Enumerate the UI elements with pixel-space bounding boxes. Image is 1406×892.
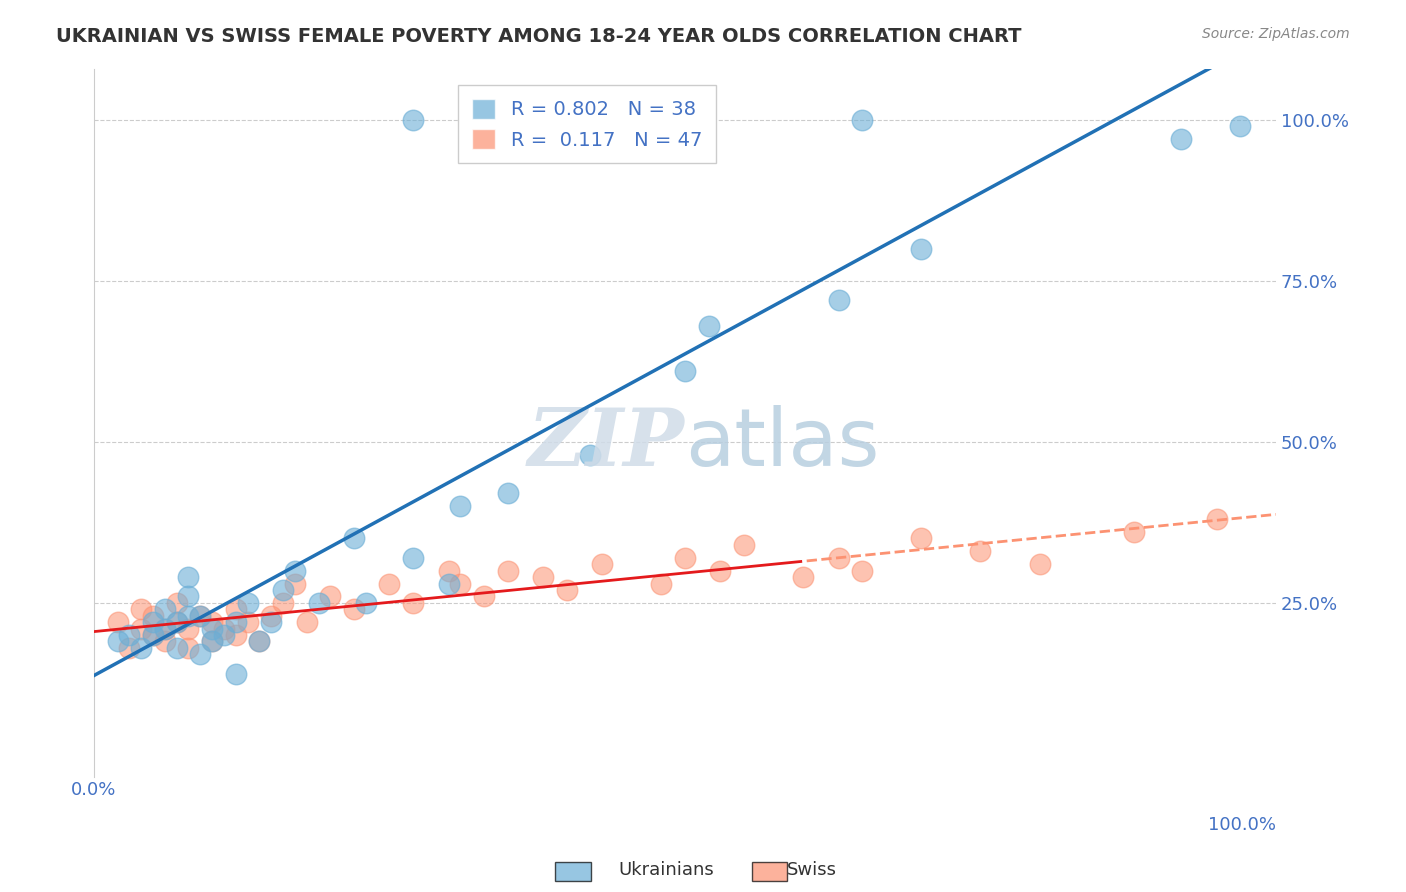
- Point: [910, 532, 932, 546]
- Point: [153, 634, 176, 648]
- Point: [212, 628, 235, 642]
- Text: UKRAINIAN VS SWISS FEMALE POVERTY AMONG 18-24 YEAR OLDS CORRELATION CHART: UKRAINIAN VS SWISS FEMALE POVERTY AMONG …: [56, 27, 1022, 45]
- Point: [437, 564, 460, 578]
- Point: [591, 558, 613, 572]
- Text: Source: ZipAtlas.com: Source: ZipAtlas.com: [1202, 27, 1350, 41]
- Point: [236, 596, 259, 610]
- Point: [260, 608, 283, 623]
- Point: [271, 596, 294, 610]
- Point: [579, 448, 602, 462]
- Point: [177, 608, 200, 623]
- Point: [142, 628, 165, 642]
- Point: [166, 640, 188, 655]
- Point: [449, 576, 471, 591]
- Point: [249, 634, 271, 648]
- Point: [188, 648, 211, 662]
- Point: [969, 544, 991, 558]
- Point: [1028, 558, 1050, 572]
- Point: [496, 564, 519, 578]
- Point: [792, 570, 814, 584]
- Point: [236, 615, 259, 629]
- Point: [697, 318, 720, 333]
- Point: [295, 615, 318, 629]
- Point: [177, 570, 200, 584]
- Point: [827, 550, 849, 565]
- Point: [212, 622, 235, 636]
- Point: [673, 550, 696, 565]
- Point: [343, 602, 366, 616]
- Text: 100.0%: 100.0%: [1208, 815, 1277, 833]
- Point: [402, 596, 425, 610]
- Point: [118, 628, 141, 642]
- Point: [851, 113, 873, 128]
- Text: ZIP: ZIP: [529, 405, 685, 483]
- Point: [343, 532, 366, 546]
- Point: [284, 576, 307, 591]
- Point: [153, 622, 176, 636]
- Point: [201, 615, 224, 629]
- Point: [402, 550, 425, 565]
- Point: [378, 576, 401, 591]
- Point: [166, 615, 188, 629]
- Point: [129, 602, 152, 616]
- Point: [284, 564, 307, 578]
- Point: [673, 364, 696, 378]
- Point: [166, 615, 188, 629]
- Point: [1229, 120, 1251, 134]
- Point: [201, 634, 224, 648]
- Point: [177, 640, 200, 655]
- Point: [166, 596, 188, 610]
- Point: [733, 538, 755, 552]
- Point: [437, 576, 460, 591]
- Point: [851, 564, 873, 578]
- Point: [1123, 524, 1146, 539]
- Point: [118, 640, 141, 655]
- Text: Swiss: Swiss: [787, 861, 838, 879]
- Point: [1170, 132, 1192, 146]
- Point: [153, 602, 176, 616]
- Point: [225, 615, 247, 629]
- Point: [142, 608, 165, 623]
- Point: [129, 622, 152, 636]
- Point: [271, 582, 294, 597]
- Point: [201, 634, 224, 648]
- Point: [249, 634, 271, 648]
- Text: Ukrainians: Ukrainians: [619, 861, 714, 879]
- Point: [402, 113, 425, 128]
- Point: [673, 113, 696, 128]
- Point: [107, 634, 129, 648]
- Point: [177, 622, 200, 636]
- Point: [319, 590, 342, 604]
- Point: [650, 576, 672, 591]
- Point: [531, 570, 554, 584]
- Point: [129, 640, 152, 655]
- Point: [308, 596, 330, 610]
- Point: [555, 582, 578, 597]
- Point: [188, 608, 211, 623]
- Point: [142, 628, 165, 642]
- Point: [201, 622, 224, 636]
- Point: [153, 622, 176, 636]
- Point: [496, 486, 519, 500]
- Point: [225, 602, 247, 616]
- Point: [709, 564, 731, 578]
- Point: [177, 590, 200, 604]
- Point: [472, 590, 495, 604]
- Point: [225, 628, 247, 642]
- Point: [827, 293, 849, 308]
- Point: [449, 500, 471, 514]
- Point: [142, 615, 165, 629]
- Point: [1205, 512, 1227, 526]
- Text: atlas: atlas: [685, 405, 879, 483]
- Point: [188, 608, 211, 623]
- Point: [910, 242, 932, 256]
- Legend: R = 0.802   N = 38, R =  0.117   N = 47: R = 0.802 N = 38, R = 0.117 N = 47: [458, 86, 716, 163]
- Point: [225, 666, 247, 681]
- Point: [260, 615, 283, 629]
- Point: [107, 615, 129, 629]
- Point: [354, 596, 377, 610]
